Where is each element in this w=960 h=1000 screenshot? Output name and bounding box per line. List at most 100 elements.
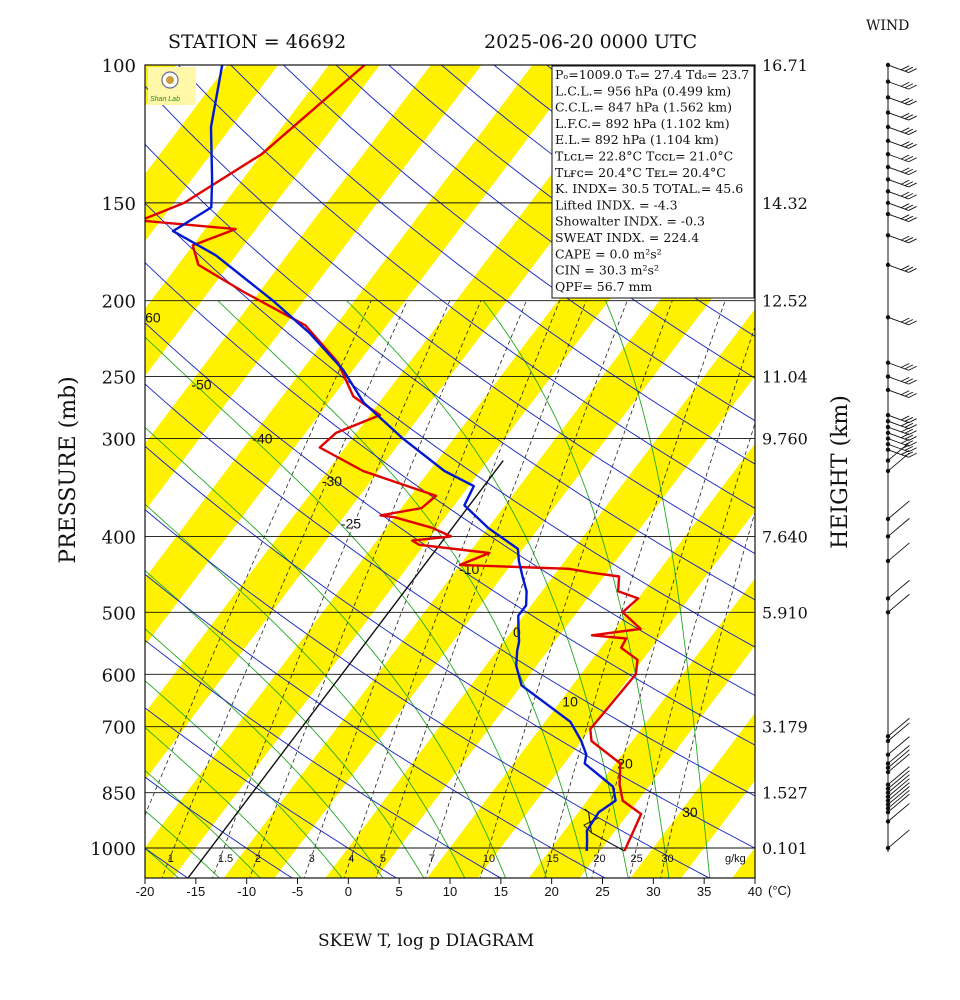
wind-barb: [887, 717, 910, 737]
station-title: STATION = 46692: [168, 31, 346, 53]
pressure-tick-label: 150: [102, 194, 136, 215]
height-tick-label: 1.527: [762, 784, 808, 803]
wind-barb-flag: [900, 363, 910, 368]
sounding-series: [145, 65, 643, 852]
mixing-ratio-labels: 0.7 1 1.5 2 3 4 5 7 10 15 20 25 30 g/kg: [168, 853, 746, 865]
wind-barb-flag: [908, 217, 917, 222]
yellow-band: [732, 847, 755, 878]
wind-title: WIND: [866, 18, 909, 34]
wind-barb-flag: [900, 127, 910, 133]
mixing-ratio-line: [375, 300, 587, 878]
wind-barb-flag: [904, 83, 914, 89]
wind-barb-flag: [900, 203, 910, 209]
info-line: C.C.L.= 847 hPa (1.562 km): [555, 100, 732, 115]
wind-barb-flag: [908, 115, 917, 121]
wind-barb: [887, 736, 910, 756]
wind-barb: [887, 234, 909, 244]
wind-barb-flag: [904, 434, 914, 440]
dry-adiabat: [145, 707, 398, 878]
datetime-title: 2025-06-20 0000 UTC: [484, 31, 697, 53]
height-tick-label: 12.52: [762, 292, 808, 311]
wind-barb-flag: [908, 365, 917, 371]
wind-barb-flag: [908, 68, 917, 73]
info-line: Showalter INDX. = -0.3: [555, 214, 705, 229]
wind-barb: [887, 389, 909, 398]
mixing-ratio-line: [660, 510, 755, 878]
dry-adiabat: [145, 573, 606, 878]
height-tick-label: 16.71: [762, 56, 808, 75]
moist-adiabat: [217, 300, 588, 878]
wind-barb-flag: [900, 317, 910, 323]
wind-barb-flag: [904, 445, 914, 451]
wind-barb-flag: [908, 194, 917, 200]
moist-adiabat: [346, 300, 629, 878]
wind-barb: [887, 770, 910, 790]
dry-adiabat: [177, 65, 755, 509]
wind-barb-flag: [908, 379, 917, 385]
dry-adiabat: [145, 85, 755, 555]
mixing-ratio-label: 10: [483, 853, 495, 865]
wind-barb: [887, 64, 909, 73]
wind-barb-flag: [904, 181, 914, 186]
x-tick-label: 30: [646, 884, 660, 899]
wind-barb: [887, 753, 910, 773]
wind-barb: [887, 202, 909, 211]
wind-level-dot: [885, 430, 891, 436]
wind-barb-flag: [904, 364, 914, 370]
wind-barb: [887, 126, 909, 135]
wind-barb: [887, 376, 909, 385]
x-tick-label: 0: [345, 884, 352, 899]
moist-adiabat: [145, 426, 507, 878]
x-tick-label: -15: [186, 884, 205, 899]
wind-barb-flag: [900, 65, 910, 71]
wind-barb: [887, 500, 910, 520]
info-line: Tʟᴄʟ= 22.8°C Tᴄᴄʟ= 21.0°C: [555, 149, 733, 164]
series-line: [145, 65, 643, 852]
info-line: Pₒ=1009.0 Tₒ= 27.4 Tdₒ= 23.7: [555, 67, 749, 82]
wind-barb-flag: [904, 114, 914, 120]
wind-level-dot: [885, 315, 891, 320]
wind-barb: [887, 316, 909, 326]
wind-barb: [887, 793, 910, 813]
wind-profile: [885, 62, 917, 852]
wind-barb-flag: [908, 424, 917, 430]
info-line: QPF= 56.7 mm: [555, 279, 652, 294]
y-axis-label-left: PRESSURE (mb): [56, 376, 81, 563]
wind-barb: [887, 542, 910, 562]
x-tick-label: 40: [748, 884, 762, 899]
wind-barb-flag: [908, 452, 917, 458]
wind-barb-flag: [904, 99, 914, 104]
height-tick-label: 11.04: [762, 368, 808, 387]
moist-adiabat: [145, 680, 343, 878]
wind-barb-flag: [908, 182, 917, 188]
wind-barb-flag: [900, 415, 910, 421]
wind-barb: [887, 190, 909, 200]
isotherm-label: -80: [47, 164, 67, 180]
mixing-ratio-line: [479, 300, 673, 878]
mixing-ratio-label: 15: [547, 853, 559, 865]
isobar-lines: [145, 65, 755, 849]
svg-text:Shan Lab: Shan Lab: [150, 96, 180, 103]
wind-barb: [887, 518, 910, 537]
isotherm-label: -25: [341, 515, 361, 531]
wind-barb-flag: [900, 265, 910, 271]
yellow-band: [145, 65, 380, 377]
wind-barb-flag: [908, 84, 917, 90]
info-line: Lifted INDX. = -4.3: [555, 197, 678, 212]
wind-barb-flag: [908, 320, 917, 326]
dry-adiabat: [230, 65, 755, 465]
info-line: SWEAT INDX. = 224.4: [555, 230, 699, 245]
wind-barb-flag: [904, 422, 914, 428]
wind-barb-flag: [908, 130, 917, 135]
dry-adiabat: [282, 65, 755, 422]
wind-barb: [887, 745, 910, 764]
info-line: E.L.= 892 hPa (1.104 km): [555, 132, 719, 147]
pressure-tick-label: 600: [102, 665, 136, 686]
info-line: L.C.L.= 956 hPa (0.499 km): [555, 83, 731, 98]
info-line: CAPE = 0.0 m²s²: [555, 246, 662, 261]
wind-barb: [887, 778, 910, 798]
wind-barb-flag: [904, 416, 914, 422]
isotherm-label: -70: [93, 237, 113, 253]
isotherm-label: -30: [322, 473, 342, 489]
moist-adiabat: [0, 301, 100, 881]
